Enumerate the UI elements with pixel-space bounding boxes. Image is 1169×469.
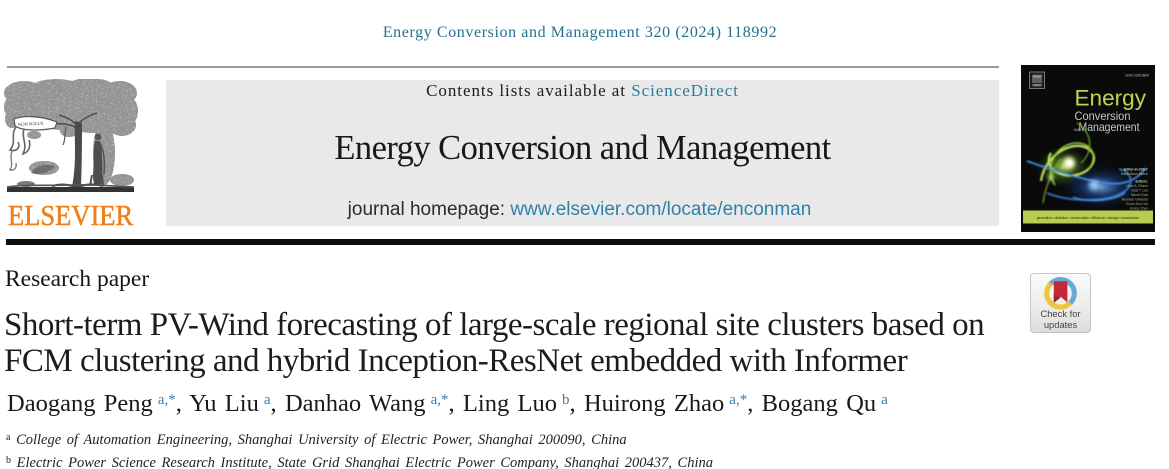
svg-text:Neven Duic: Neven Duic (1131, 193, 1148, 197)
svg-text:generation • utilization • con: generation • utilization • conservation … (1037, 216, 1140, 220)
svg-text:Kwon-Soo Lee: Kwon-Soo Lee (1126, 202, 1148, 206)
svg-text:Conversion: Conversion (1075, 110, 1131, 123)
svg-text:Jinsoo Chen: Jinsoo Chen (1130, 207, 1148, 211)
svg-text:AND: AND (1074, 128, 1082, 132)
svg-text:Editors:: Editors: (1136, 180, 1148, 184)
svg-text:ISSN 0196-8904: ISSN 0196-8904 (1125, 74, 1149, 78)
svg-text:Energy: Energy (1075, 86, 1147, 111)
svg-text:Keat T. Lee: Keat T. Lee (1131, 189, 1148, 193)
svg-text:Editor-in-Chief:: Editor-in-Chief: (1124, 168, 1148, 172)
svg-text:Nesreen Ghaddar: Nesreen Ghaddar (1122, 198, 1149, 202)
svg-text:Habib Abou-Nahre: Habib Abou-Nahre (1121, 172, 1148, 176)
svg-text:Marc A. Rosen: Marc A. Rosen (1126, 184, 1148, 188)
svg-text:NON SOLUS: NON SOLUS (18, 121, 44, 127)
svg-text:Management: Management (1079, 121, 1141, 134)
